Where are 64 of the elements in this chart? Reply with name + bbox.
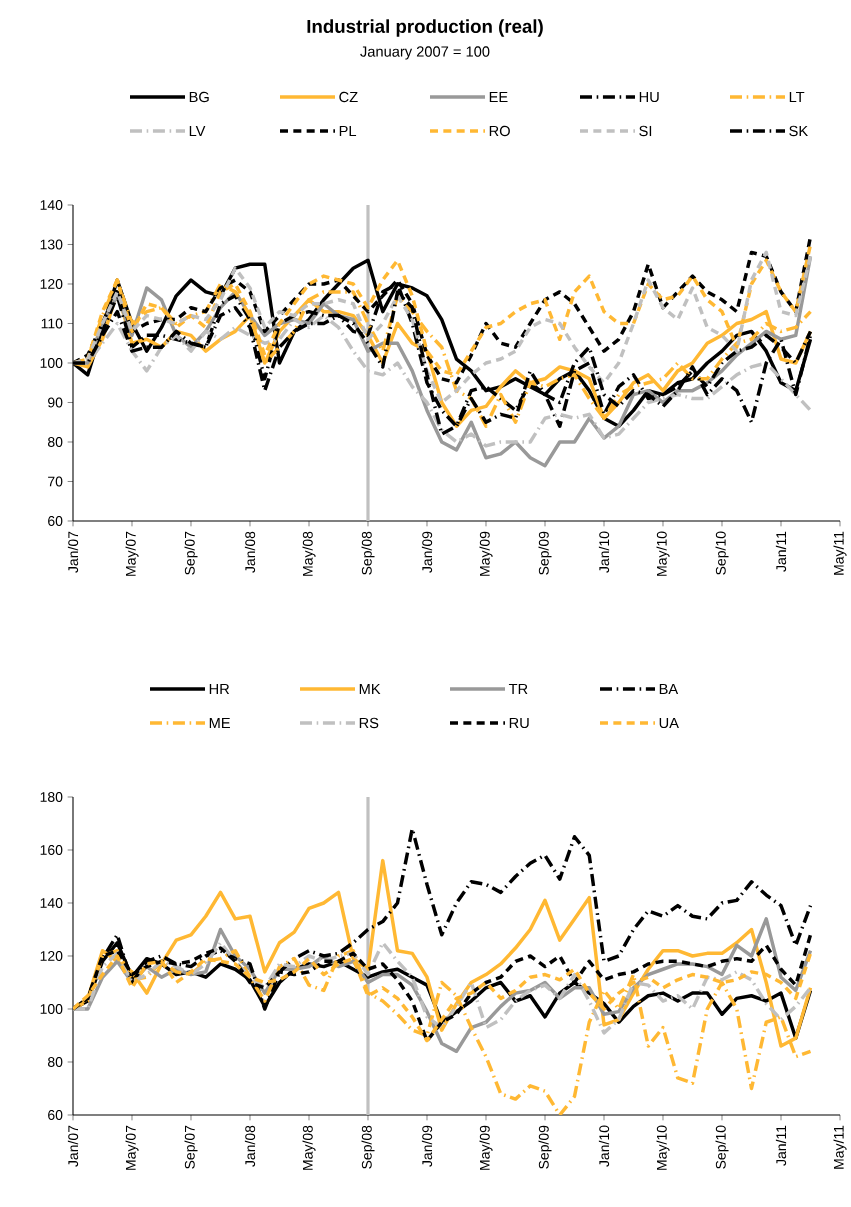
- legend-label: HR: [209, 683, 230, 695]
- x-tick-label: May/09: [479, 531, 493, 576]
- x-tick-label: Sep/07: [184, 1125, 198, 1169]
- x-tick-label: Sep/10: [715, 1125, 729, 1169]
- x-tick-label: May/08: [302, 1125, 316, 1170]
- y-tick-label: 100: [40, 358, 63, 368]
- y-tick-label: 110: [41, 318, 63, 329]
- x-tick-label: Jan/07: [67, 1125, 79, 1167]
- x-tick-label: Jan/07: [67, 531, 79, 573]
- x-tick-label: Jan/11: [775, 1125, 787, 1166]
- legend-label: UA: [659, 717, 679, 729]
- y-tick-label: 140: [40, 898, 63, 908]
- chart-title: Industrial production (real): [307, 19, 543, 37]
- x-tick-label: Jan/08: [244, 531, 256, 573]
- y-tick-label: 180: [40, 792, 63, 802]
- legend-label: MK: [359, 683, 381, 695]
- y-tick-label: 60: [48, 1110, 63, 1120]
- legend-label: BA: [659, 683, 679, 695]
- x-tick-label: Jan/08: [244, 1125, 256, 1167]
- y-tick-label: 130: [40, 239, 63, 250]
- y-tick-label: 70: [48, 476, 63, 487]
- y-tick-label: 160: [40, 845, 63, 855]
- y-tick-label: 60: [48, 516, 63, 526]
- x-tick-label: Jan/09: [421, 1125, 433, 1167]
- x-tick-label: Sep/08: [361, 1125, 375, 1169]
- legend-label: RO: [489, 125, 510, 137]
- x-tick-label: May/11: [833, 1125, 847, 1169]
- x-tick-label: Sep/09: [538, 1125, 552, 1169]
- chart-subtitle: January 2007 = 100: [360, 46, 490, 60]
- x-tick-label: Jan/11: [775, 531, 787, 572]
- x-tick-label: May/10: [656, 531, 670, 576]
- legend-label: LT: [789, 91, 805, 103]
- legend-label: PL: [339, 125, 357, 137]
- x-tick-label: Jan/10: [598, 1125, 610, 1167]
- legend-label: RU: [509, 717, 529, 729]
- x-tick-label: May/07: [125, 531, 139, 576]
- x-tick-label: Sep/09: [538, 531, 552, 575]
- x-tick-label: Jan/10: [598, 531, 610, 573]
- y-tick-label: 80: [47, 1057, 63, 1067]
- legend-label: EE: [489, 91, 508, 103]
- legend-label: BG: [189, 91, 209, 103]
- y-tick-label: 90: [48, 397, 63, 408]
- y-tick-label: 100: [40, 1004, 63, 1014]
- y-tick-label: 140: [40, 200, 63, 210]
- x-tick-label: Sep/10: [715, 531, 729, 575]
- legend-label: SK: [789, 125, 809, 137]
- x-tick-label: May/10: [656, 1125, 670, 1170]
- legend-label: TR: [508, 683, 528, 695]
- legend-label: RS: [359, 717, 379, 729]
- y-tick-label: 80: [47, 437, 63, 447]
- x-tick-label: Sep/07: [184, 531, 198, 575]
- legend-label: SI: [639, 125, 652, 137]
- x-tick-label: May/07: [125, 1125, 139, 1170]
- x-tick-label: Jan/09: [421, 531, 433, 573]
- x-tick-label: May/11: [833, 531, 847, 575]
- y-tick-label: 120: [40, 279, 63, 289]
- legend-label: ME: [209, 717, 230, 729]
- x-tick-label: May/09: [479, 1125, 493, 1170]
- y-tick-label: 120: [40, 951, 63, 961]
- x-tick-label: May/08: [302, 531, 316, 576]
- legend-label: LV: [189, 125, 206, 137]
- legend-label: HU: [639, 91, 659, 103]
- legend-label: CZ: [339, 91, 358, 103]
- x-tick-label: Sep/08: [361, 531, 375, 575]
